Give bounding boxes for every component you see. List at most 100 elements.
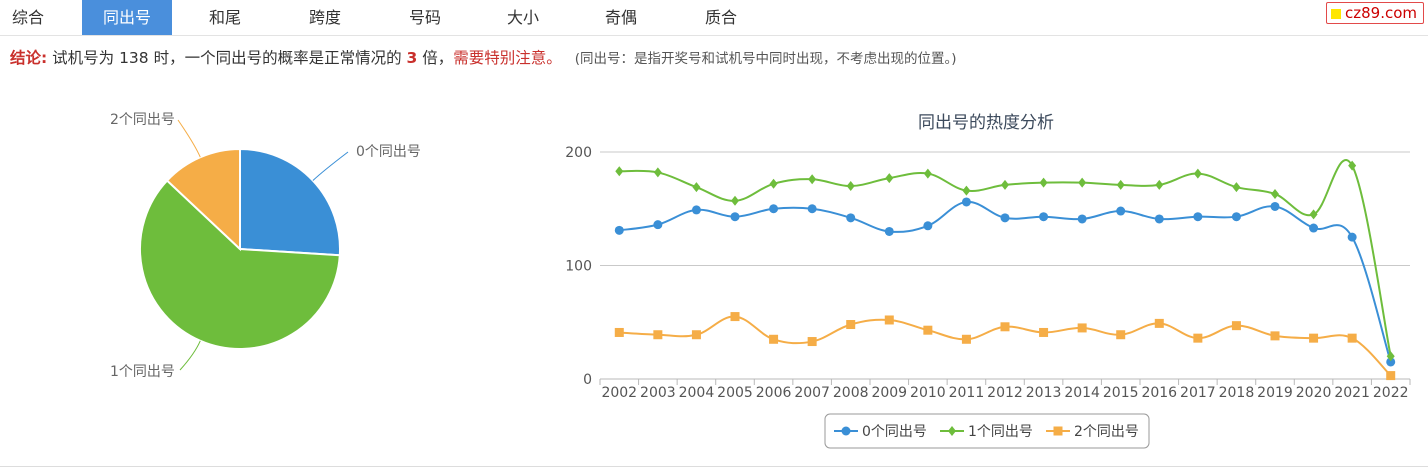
point-s0-6[interactable] bbox=[846, 213, 856, 223]
point-s1-7[interactable] bbox=[885, 173, 894, 184]
point-s1-14[interactable] bbox=[1155, 179, 1164, 190]
point-s1-17[interactable] bbox=[1271, 188, 1279, 199]
point-s1-1[interactable] bbox=[653, 167, 662, 178]
point-s1-6[interactable] bbox=[846, 181, 855, 192]
point-s1-3[interactable] bbox=[731, 195, 739, 206]
point-s0-4[interactable] bbox=[769, 204, 779, 214]
point-s0-13[interactable] bbox=[1116, 206, 1126, 216]
point-s0-10[interactable] bbox=[1000, 213, 1010, 223]
y-tick-1: 100 bbox=[565, 259, 592, 275]
point-s0-12[interactable] bbox=[1077, 214, 1087, 224]
point-s2-11[interactable] bbox=[1039, 327, 1049, 337]
pie-label-2: 2个同出号 bbox=[110, 112, 175, 128]
point-s2-13[interactable] bbox=[1116, 330, 1126, 340]
pie-leader-1 bbox=[179, 340, 201, 371]
point-s0-5[interactable] bbox=[807, 204, 817, 214]
point-s1-18[interactable] bbox=[1309, 209, 1318, 220]
point-s0-7[interactable] bbox=[884, 226, 894, 236]
tab-5[interactable]: 大小 bbox=[506, 8, 539, 27]
point-s2-6[interactable] bbox=[846, 320, 856, 330]
point-s1-8[interactable] bbox=[923, 168, 932, 179]
point-s2-20[interactable] bbox=[1386, 371, 1396, 381]
point-s0-20[interactable] bbox=[1386, 357, 1396, 367]
conclusion-label: 结论: bbox=[10, 49, 48, 67]
point-s2-2[interactable] bbox=[691, 330, 701, 340]
point-s2-0[interactable] bbox=[614, 327, 624, 337]
legend-label-2[interactable]: 2个同出号 bbox=[1074, 424, 1139, 440]
pie-label-0: 0个同出号 bbox=[356, 144, 421, 160]
pie-leader-2 bbox=[177, 119, 201, 158]
point-s1-2[interactable] bbox=[692, 182, 701, 193]
series-line-1[interactable] bbox=[619, 159, 1392, 357]
point-s1-19[interactable] bbox=[1348, 160, 1357, 171]
point-s2-18[interactable] bbox=[1309, 333, 1319, 343]
tab-0[interactable]: 综合 bbox=[11, 8, 44, 27]
tab-3[interactable]: 跨度 bbox=[308, 8, 341, 27]
legend-marker-1 bbox=[948, 426, 956, 436]
legend-label-0[interactable]: 0个同出号 bbox=[862, 424, 927, 440]
x-tick-13: 2015 bbox=[1103, 385, 1139, 401]
point-s0-0[interactable] bbox=[614, 225, 624, 235]
point-s2-5[interactable] bbox=[807, 337, 817, 347]
point-s0-19[interactable] bbox=[1347, 232, 1357, 242]
legend-marker-2 bbox=[1053, 426, 1063, 436]
x-tick-6: 2008 bbox=[833, 385, 869, 401]
point-s0-3[interactable] bbox=[730, 212, 740, 222]
point-s2-16[interactable] bbox=[1231, 321, 1241, 331]
x-tick-8: 2010 bbox=[910, 385, 946, 401]
point-s1-10[interactable] bbox=[1001, 179, 1009, 190]
point-s2-14[interactable] bbox=[1154, 318, 1164, 328]
point-s0-17[interactable] bbox=[1270, 201, 1280, 211]
point-s2-12[interactable] bbox=[1077, 323, 1087, 333]
pie-chart: 0个同出号 1个同出号 2个同出号 bbox=[110, 112, 421, 380]
point-s2-4[interactable] bbox=[769, 334, 779, 344]
point-s1-16[interactable] bbox=[1232, 182, 1241, 193]
brand-logo[interactable]: cz89.com bbox=[1325, 2, 1424, 24]
tab-4[interactable]: 号码 bbox=[408, 8, 441, 27]
divider bbox=[0, 466, 1428, 467]
point-s2-7[interactable] bbox=[884, 315, 894, 325]
point-s1-4[interactable] bbox=[769, 178, 778, 189]
point-s1-15[interactable] bbox=[1193, 168, 1202, 179]
chart-title: 同出号的热度分析 bbox=[918, 113, 1054, 133]
tab-2[interactable]: 和尾 bbox=[208, 8, 241, 27]
tab-7[interactable]: 质合 bbox=[704, 8, 737, 27]
legend-label-1[interactable]: 1个同出号 bbox=[968, 424, 1033, 440]
pie-slice-0[interactable] bbox=[239, 147, 341, 257]
x-tick-9: 2011 bbox=[949, 385, 985, 401]
point-s2-1[interactable] bbox=[653, 330, 663, 340]
point-s0-9[interactable] bbox=[961, 197, 971, 207]
legend-marker-0 bbox=[841, 426, 851, 436]
point-s2-10[interactable] bbox=[1000, 322, 1010, 332]
point-s0-18[interactable] bbox=[1309, 223, 1319, 233]
brand-text: cz89.com bbox=[1344, 4, 1417, 22]
point-s1-0[interactable] bbox=[615, 166, 624, 177]
x-tick-14: 2016 bbox=[1141, 385, 1177, 401]
point-s2-19[interactable] bbox=[1347, 333, 1357, 343]
point-s1-13[interactable] bbox=[1116, 179, 1125, 190]
point-s0-2[interactable] bbox=[691, 205, 701, 215]
point-s2-17[interactable] bbox=[1270, 331, 1280, 341]
point-s0-11[interactable] bbox=[1039, 212, 1049, 222]
pie-slice-1[interactable] bbox=[139, 179, 341, 350]
point-s0-15[interactable] bbox=[1193, 212, 1203, 222]
point-s2-3[interactable] bbox=[730, 312, 740, 322]
point-s1-9[interactable] bbox=[962, 185, 971, 196]
point-s2-9[interactable] bbox=[961, 334, 971, 344]
point-s1-5[interactable] bbox=[808, 174, 817, 185]
point-s0-14[interactable] bbox=[1154, 214, 1164, 224]
point-s0-1[interactable] bbox=[653, 220, 663, 230]
point-s0-16[interactable] bbox=[1231, 212, 1241, 222]
point-s2-15[interactable] bbox=[1193, 333, 1203, 343]
tab-1[interactable]: 同出号 bbox=[82, 0, 172, 35]
point-s2-8[interactable] bbox=[923, 325, 933, 335]
point-s1-11[interactable] bbox=[1039, 177, 1048, 188]
point-s1-12[interactable] bbox=[1078, 177, 1087, 188]
point-s1-20[interactable] bbox=[1386, 351, 1395, 362]
tab-6[interactable]: 奇偶 bbox=[604, 8, 637, 27]
x-tick-1: 2003 bbox=[640, 385, 676, 401]
x-tick-3: 2005 bbox=[717, 385, 753, 401]
brand-square-icon bbox=[1330, 9, 1341, 19]
conclusion-multiple: 3 bbox=[406, 49, 418, 67]
point-s0-8[interactable] bbox=[923, 221, 933, 231]
